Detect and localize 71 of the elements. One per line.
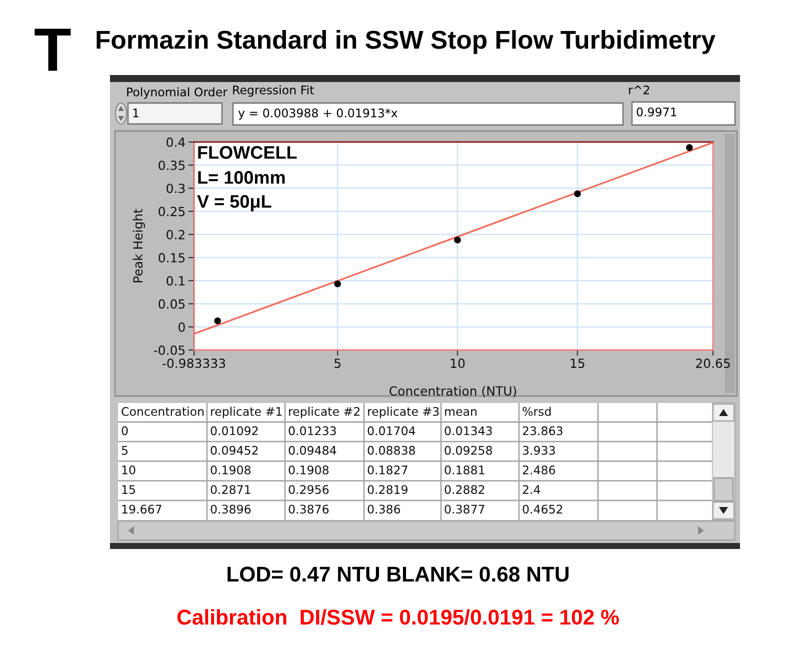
- text: 19.667: [122, 504, 162, 514]
- annotation: V = 50μL: [197, 195, 272, 212]
- y-tick-label: 0.4: [166, 137, 185, 147]
- text: 0.01092: [210, 426, 258, 436]
- x-axis-title: Concentration (NTU): [390, 386, 516, 398]
- text: 0.386: [368, 504, 400, 514]
- annotation: FLOWCELL: [198, 146, 297, 159]
- text: 0.3877: [444, 504, 484, 514]
- x-tick-label: 5: [334, 358, 340, 368]
- text: 0.01233: [288, 426, 336, 436]
- text: 0.9971: [636, 107, 676, 116]
- text: 0.01343: [444, 426, 492, 436]
- x-tick-label: -0.983333: [162, 358, 226, 368]
- text: Calibration DI/SSW = 0.0195/0.0191 = 102 %: [177, 609, 619, 625]
- text: 0.08838: [368, 446, 416, 455]
- category-label: replicate #2: [289, 406, 360, 418]
- y-tick-label: 0.05: [158, 299, 185, 309]
- category-label: Concentration: [122, 406, 204, 416]
- text: 0.2882: [444, 485, 484, 494]
- text: 0: [122, 426, 128, 436]
- point: [574, 190, 581, 198]
- y-tick-label: -0.05: [154, 345, 185, 355]
- text: 0.3876: [288, 504, 329, 514]
- category-label: replicate #3: [368, 406, 439, 418]
- y-axis-title: Peak Height: [132, 208, 145, 282]
- text: 0.2819: [368, 485, 408, 494]
- text: Regression Fit: [233, 85, 314, 97]
- text: 5: [122, 446, 128, 455]
- text: 0.09258: [444, 446, 492, 455]
- text: 15: [122, 485, 135, 494]
- category-label: mean: [445, 409, 476, 416]
- text: 0.2871: [210, 485, 250, 494]
- point: [454, 236, 461, 244]
- point: [334, 280, 341, 288]
- text: 0.1908: [288, 465, 328, 474]
- text: 0.2956: [288, 485, 329, 494]
- category-label: %rsd: [522, 406, 551, 416]
- text: 2.4: [522, 485, 540, 494]
- x-tick-label: 10: [450, 358, 465, 368]
- text: T: [34, 28, 71, 71]
- y-tick-label: 0.3: [166, 184, 185, 194]
- text: 0.3896: [210, 504, 251, 514]
- y-tick-label: 0.35: [158, 160, 185, 170]
- text: y = 0.003988 + 0.01913*x: [238, 108, 398, 120]
- x-tick-label: 15: [570, 358, 584, 368]
- y-tick-label: 0.2: [166, 230, 184, 240]
- point: [214, 317, 221, 324]
- category-label: replicate #1: [211, 406, 282, 418]
- chart-title: Formazin Standard in SSW Stop Flow Turbidimetry: [96, 30, 716, 54]
- text: 0.1908: [210, 465, 250, 474]
- text: 1: [133, 108, 138, 118]
- text: 0.09452: [210, 446, 258, 455]
- text: 0.01704: [368, 426, 416, 436]
- text: Polynomial Order: [127, 87, 228, 99]
- text: 0.09484: [288, 446, 336, 455]
- text: 0.4652: [522, 504, 562, 514]
- y-tick-label: 0.25: [158, 206, 185, 216]
- y-tick-label: 0.15: [158, 253, 185, 262]
- text: 0.1881: [444, 465, 484, 474]
- x-tick-label: 20.65: [696, 358, 730, 368]
- text: r^2: [629, 85, 650, 94]
- annotation: L= 100mm: [198, 171, 285, 184]
- text: 10: [122, 465, 136, 474]
- point: [686, 144, 693, 151]
- y-tick-label: 0: [178, 322, 185, 332]
- y-tick-label: 0.1: [166, 276, 185, 286]
- text: 3.933: [522, 446, 555, 455]
- text: LOD= 0.47 NTU BLANK= 0.68 NTU: [228, 566, 569, 582]
- text: 2.486: [522, 465, 556, 474]
- text: 23.863: [522, 426, 562, 436]
- text: 0.1827: [368, 465, 408, 474]
